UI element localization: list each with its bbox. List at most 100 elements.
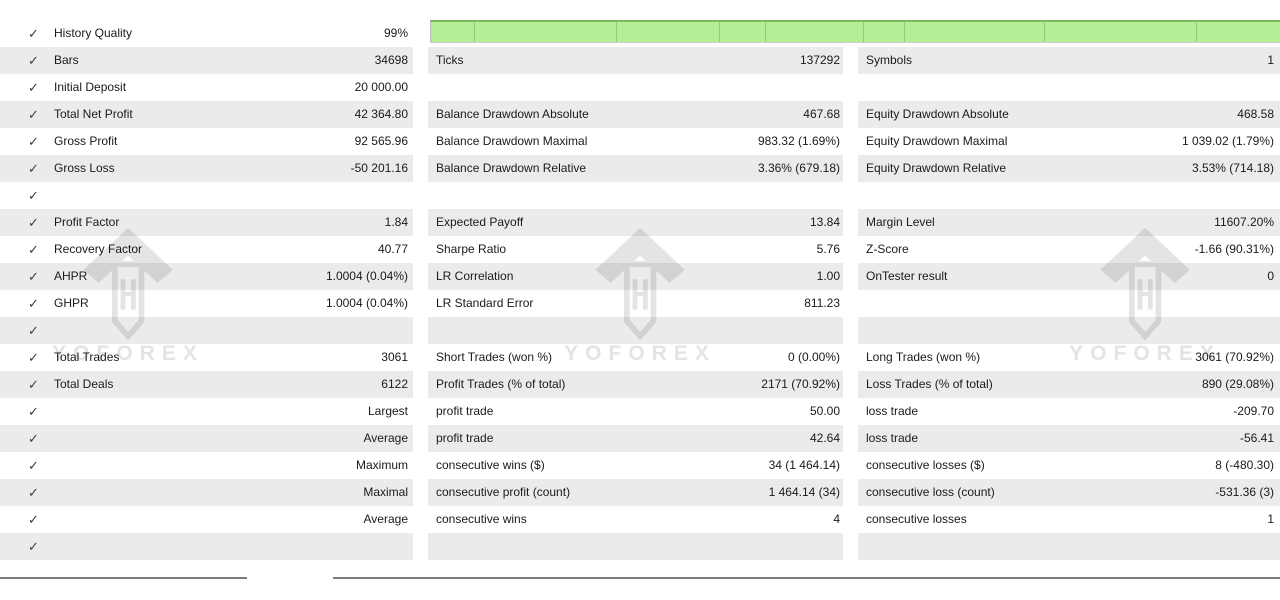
metric-cell-right <box>858 182 1280 209</box>
metric-cell-middle: Balance Drawdown Maximal 983.32 (1.69%) <box>428 128 843 155</box>
metric-value: 0 <box>1267 269 1274 283</box>
report-row[interactable]: ✓ AHPR 1.0004 (0.04%) LR Correlation 1.00 OnT… <box>0 263 1280 290</box>
metric-label: profit trade <box>436 404 494 418</box>
check-icon: ✓ <box>28 404 39 419</box>
metric-cell-middle: profit trade 42.64 <box>428 425 843 452</box>
metric-label: Short Trades (won %) <box>436 350 553 364</box>
metric-value: 1.0004 (0.04%) <box>325 296 408 310</box>
metric-value: 983.32 (1.69%) <box>757 134 840 148</box>
report-row[interactable]: ✓ Total Net Profit 42 364.80 Balance Drawdo… <box>0 101 1280 128</box>
metric-value: 42 364.80 <box>354 107 408 121</box>
report-row[interactable]: ✓ Gross Profit 92 565.96 Balance Drawdown M… <box>0 128 1280 155</box>
report-row[interactable]: ✓ Maximal consecutive profit (count) 1 464.… <box>0 479 1280 506</box>
report-row[interactable]: ✓ Initial Deposit 20 000.00 <box>0 74 1280 101</box>
metric-value <box>1274 74 1280 101</box>
column-gap <box>413 344 428 371</box>
metric-cell-middle: consecutive profit (count) 1 464.14 (34) <box>428 479 843 506</box>
column-gap <box>413 47 428 74</box>
metric-label: GHPR <box>54 296 89 310</box>
report-row[interactable]: ✓ <box>0 533 1280 560</box>
metric-cell-left: ✓ Bars 34698 <box>0 47 413 74</box>
metric-cell-left: ✓ AHPR 1.0004 (0.04%) <box>0 263 413 290</box>
metric-label: consecutive losses ($) <box>866 458 985 472</box>
check-icon: ✓ <box>28 350 39 365</box>
report-row[interactable]: ✓ Total Deals 6122 Profit Trades (% of tota… <box>0 371 1280 398</box>
check-icon: ✓ <box>28 269 39 284</box>
metric-label <box>54 479 363 506</box>
metric-value: 1.84 <box>384 215 408 229</box>
metric-value: 3.36% (679.18) <box>757 161 840 175</box>
report-row[interactable]: ✓ Gross Loss -50 201.16 Balance Drawdown Re… <box>0 155 1280 182</box>
metric-label: Loss Trades (% of total) <box>866 377 993 391</box>
column-gap <box>413 479 428 506</box>
column-gap <box>843 479 858 506</box>
column-gap <box>413 263 428 290</box>
bar-segment-divider <box>765 22 766 42</box>
metric-value: 42.64 <box>809 431 840 445</box>
metric-cell-right: Margin Level 11607.20% <box>858 209 1280 236</box>
metric-label: Z-Score <box>866 242 909 256</box>
metric-cell-left: ✓ Gross Loss -50 201.16 <box>0 155 413 182</box>
report-row[interactable]: ✓ Maximum consecutive wins ($) 34 (1 464.14… <box>0 452 1280 479</box>
report-row[interactable]: ✓ Recovery Factor 40.77 Sharpe Ratio 5.76 Z-S… <box>0 236 1280 263</box>
check-icon: ✓ <box>28 26 39 41</box>
metric-label <box>54 182 408 209</box>
metric-cell-left: ✓ Maximum <box>0 452 413 479</box>
column-gap <box>413 317 428 344</box>
check-icon: ✓ <box>28 458 39 473</box>
check-icon: ✓ <box>28 161 39 176</box>
column-gap <box>843 452 858 479</box>
column-gap <box>843 128 858 155</box>
metric-label <box>54 425 364 452</box>
metric-cell-middle <box>428 317 843 344</box>
metric-cell-middle: profit trade 50.00 <box>428 398 843 425</box>
metric-cell-right: consecutive loss (count) -531.36 (3) <box>858 479 1280 506</box>
metric-value <box>1274 290 1280 317</box>
report-row[interactable]: ✓ Average profit trade 42.64 loss trade -56.4… <box>0 425 1280 452</box>
column-gap <box>843 425 858 452</box>
metric-value: 1 <box>1267 512 1274 526</box>
metric-value: -50 201.16 <box>350 161 408 175</box>
column-gap <box>843 74 858 101</box>
metric-value: 1.00 <box>816 269 840 283</box>
metric-label <box>866 317 1274 344</box>
metric-value: 811.23 <box>804 296 840 310</box>
metric-label: profit trade <box>436 431 494 445</box>
column-gap <box>843 47 858 74</box>
metric-value: 20 000.00 <box>354 80 408 94</box>
metric-label: Recovery Factor <box>54 242 143 256</box>
metric-cell-right: Loss Trades (% of total) 890 (29.08%) <box>858 371 1280 398</box>
metric-value: -1.66 (90.31%) <box>1194 242 1274 256</box>
metric-label: Balance Drawdown Absolute <box>436 107 589 121</box>
metric-value: Maximal <box>363 485 408 499</box>
report-row[interactable]: ✓ History Quality 99% <box>0 20 1280 47</box>
check-icon: ✓ <box>28 377 39 392</box>
metric-cell-left: ✓ Maximal <box>0 479 413 506</box>
report-row[interactable]: ✓ Largest profit trade 50.00 loss trade -209.… <box>0 398 1280 425</box>
metric-cell-right: Equity Drawdown Absolute 468.58 <box>858 101 1280 128</box>
metric-value: 468.58 <box>1237 107 1274 121</box>
report-row[interactable]: ✓ Profit Factor 1.84 Expected Payoff 13.84 Ma… <box>0 209 1280 236</box>
column-gap <box>843 236 858 263</box>
report-row[interactable]: ✓ Bars 34698 Ticks 137292 Symbols 1 <box>0 47 1280 74</box>
metric-value: 1 <box>1267 53 1274 67</box>
report-row[interactable]: ✓ Average consecutive wins 4 consecutive los… <box>0 506 1280 533</box>
report-row[interactable]: ✓ <box>0 317 1280 344</box>
metric-value: 1 464.14 (34) <box>768 485 840 499</box>
report-row[interactable]: ✓ Total Trades 3061 Short Trades (won %) 0 (… <box>0 344 1280 371</box>
metric-value: 6122 <box>381 377 408 391</box>
metric-cell-left: ✓ Total Net Profit 42 364.80 <box>0 101 413 128</box>
metric-value: 1 039.02 (1.79%) <box>1181 134 1274 148</box>
metric-cell-middle: Expected Payoff 13.84 <box>428 209 843 236</box>
bar-segment-divider <box>904 22 905 42</box>
column-gap <box>843 101 858 128</box>
metric-cell-left: ✓ Largest <box>0 398 413 425</box>
check-icon: ✓ <box>28 134 39 149</box>
report-row[interactable]: ✓ <box>0 182 1280 209</box>
metric-cell-right: Z-Score -1.66 (90.31%) <box>858 236 1280 263</box>
metric-label <box>436 74 840 101</box>
metric-cell-middle: consecutive wins 4 <box>428 506 843 533</box>
metric-cell-right: loss trade -56.41 <box>858 425 1280 452</box>
report-row[interactable]: ✓ GHPR 1.0004 (0.04%) LR Standard Error 811.… <box>0 290 1280 317</box>
metric-cell-middle <box>428 533 843 560</box>
